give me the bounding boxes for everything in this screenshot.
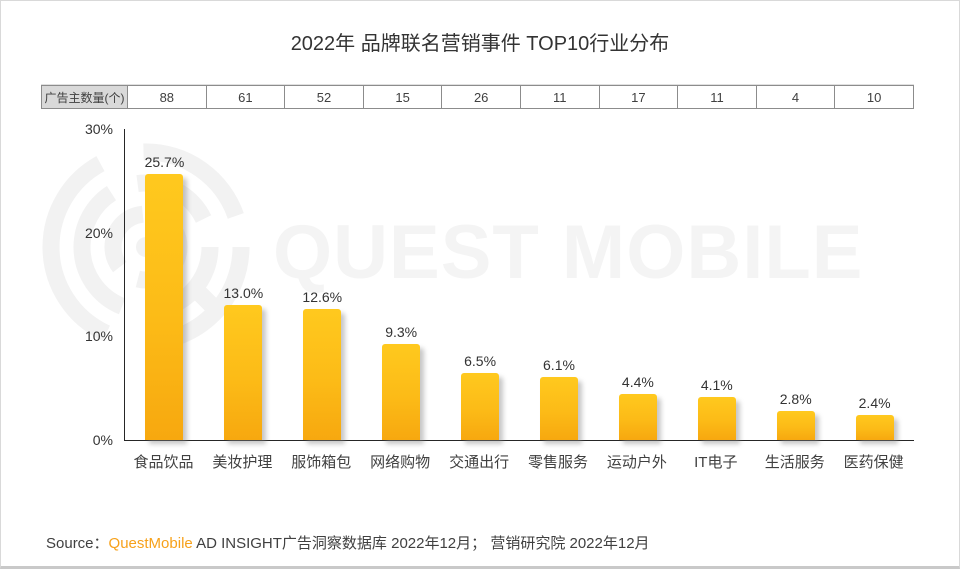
advertiser-count-header: 广告主数量(个) (42, 86, 128, 108)
bar[interactable] (303, 309, 342, 440)
bar[interactable] (855, 415, 894, 440)
source-brand: QuestMobile (108, 535, 193, 552)
bar[interactable] (224, 305, 263, 440)
bar-value-label: 2.4% (858, 395, 891, 411)
advertiser-count-cell: 11 (520, 86, 600, 108)
y-axis-labels: 30% 20% 10% 0% (1, 121, 113, 448)
y-axis-tick-label: 30% (84, 121, 113, 137)
advertiser-count-cell: 26 (442, 86, 521, 108)
bar-value-label: 6.1% (543, 357, 575, 373)
category-label: 生活服务 (764, 454, 825, 471)
bar-value-label: 4.1% (700, 377, 733, 393)
category-label: 运动户外 (606, 454, 667, 471)
bar[interactable] (539, 377, 578, 440)
bar-value-label: 25.7% (144, 154, 185, 170)
bar-value-label: 4.4% (621, 374, 654, 390)
advertiser-count-cell: 61 (206, 86, 286, 108)
bar-value-label: 12.6% (302, 289, 343, 305)
bar[interactable] (776, 411, 815, 440)
source-prefix: Source： (46, 535, 109, 552)
bar-column: 25.7% (125, 129, 204, 440)
y-axis-tick-label: 20% (84, 225, 113, 241)
bar-value-label: 2.8% (779, 391, 812, 407)
source-line: Source：QuestMobile AD INSIGHT广告洞察数据库 202… (46, 532, 650, 553)
bar[interactable] (382, 344, 421, 440)
advertiser-count-cell: 15 (363, 86, 443, 108)
bar-column: 6.1% (520, 129, 599, 440)
advertiser-count-cell: 10 (835, 86, 913, 108)
bar-column: 9.3% (362, 129, 441, 440)
bar[interactable] (697, 397, 736, 440)
category-label: 服饰箱包 (291, 454, 352, 471)
category-label: 食品饮品 (133, 454, 194, 471)
source-suffix: AD INSIGHT广告洞察数据库 2022年12月； 营销研究院 2022年1… (192, 535, 650, 552)
bar[interactable] (618, 394, 657, 440)
bar[interactable] (461, 373, 500, 440)
bar-column: 2.4% (835, 129, 914, 440)
bar-value-label: 9.3% (385, 324, 418, 340)
category-label: 医药保健 (843, 454, 904, 471)
bar-value-label: 6.5% (464, 353, 497, 369)
category-label: 网络购物 (370, 454, 431, 471)
y-axis-tick-label: 10% (84, 328, 113, 344)
advertiser-count-cell: 17 (599, 86, 679, 108)
advertiser-count-cell: 52 (285, 86, 364, 108)
advertiser-count-cell: 88 (128, 86, 207, 108)
category-label: 零售服务 (527, 454, 588, 471)
questmobile-watermark-text: QUEST MOBILE (273, 210, 864, 295)
category-label: IT电子 (694, 454, 738, 471)
x-axis-labels: 食品饮品 美妆护理 服饰箱包 网络购物 交通出行 零售服务 运动户外 IT电子 生活服务 医药保健 (124, 451, 913, 472)
bar[interactable] (145, 174, 184, 440)
advertiser-count-cell: 4 (756, 86, 836, 108)
bar-column: 12.6% (283, 129, 362, 440)
advertiser-count-cell: 11 (678, 86, 757, 108)
bar-column: 2.8% (756, 129, 835, 440)
category-label: 美妆护理 (212, 454, 273, 471)
bar-column: 4.4% (598, 129, 677, 440)
bar-value-label: 13.0% (223, 285, 264, 301)
bar-column: 13.0% (204, 129, 283, 440)
page-title: 2022年 品牌联名营销事件 TOP10行业分布 (290, 33, 670, 55)
bar-column: 6.5% (441, 129, 520, 440)
y-axis-tick-label: 0% (92, 432, 113, 448)
category-label: 交通出行 (449, 454, 510, 471)
bar-column: 4.1% (677, 129, 756, 440)
plot-area: 25.7% 13.0% 12.6% 9.3% 6.5% 6.1% 4.4% 4.1% 2.8% 2… (124, 129, 914, 441)
advertiser-count-table: 广告主数量(个) 88 61 52 15 26 11 17 11 4 10 (41, 85, 914, 109)
